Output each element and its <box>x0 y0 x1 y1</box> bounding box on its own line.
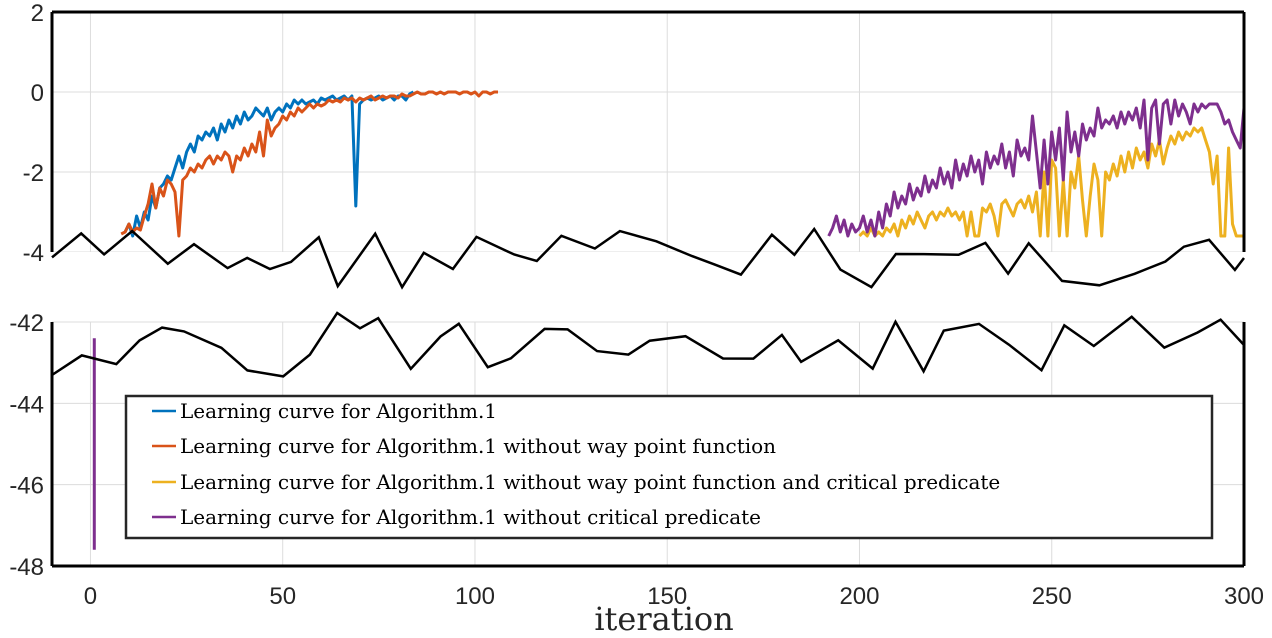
legend-label-1: Learning curve for Algorithm.1 without w… <box>180 434 776 458</box>
legend-label-3: Learning curve for Algorithm.1 without c… <box>180 505 761 529</box>
series-line-2 <box>858 126 1244 238</box>
series-line-1 <box>120 90 498 238</box>
x-tick-label-0: 0 <box>84 583 97 610</box>
legend-label-2: Learning curve for Algorithm.1 without w… <box>180 470 1000 494</box>
break-zigzag-upper <box>51 226 1245 290</box>
series-line-0 <box>123 90 415 238</box>
y-tick-upper-label-3: -4 <box>23 240 44 267</box>
axis-ticks: 0 50 100 150 200 250 300 2 0 -2 -4 -42 -44 -46 -48 <box>9 0 1264 610</box>
y-tick-upper-label-1: 0 <box>31 80 44 107</box>
axis-break-markers <box>51 226 1245 378</box>
x-tick-label-3: 150 <box>647 583 687 610</box>
y-tick-lower-label-0: -42 <box>9 310 44 337</box>
x-tick-label-4: 200 <box>839 583 879 610</box>
y-tick-upper-label-2: -2 <box>23 160 44 187</box>
x-tick-label-1: 50 <box>269 583 296 610</box>
x-axis-label: iteration <box>594 600 733 638</box>
series-line-3 <box>827 98 1244 238</box>
x-tick-label-2: 100 <box>455 583 495 610</box>
y-tick-lower-label-1: -44 <box>9 391 44 418</box>
break-zigzag-lower <box>51 311 1245 378</box>
axis-break-gap <box>30 252 1260 314</box>
legend-label-0: Learning curve for Algorithm.1 <box>180 399 497 423</box>
y-tick-lower-label-2: -46 <box>9 473 44 500</box>
plot-frame <box>50 10 1246 568</box>
y-tick-lower-label-3: -48 <box>9 554 44 581</box>
x-tick-label-6: 300 <box>1224 583 1264 610</box>
x-tick-label-5: 250 <box>1032 583 1072 610</box>
legend: Learning curve for Algorithm.1 Learning … <box>124 394 1214 540</box>
legend-box <box>124 394 1214 540</box>
series-lines <box>120 90 1244 238</box>
y-tick-upper-label-0: 2 <box>31 0 44 27</box>
